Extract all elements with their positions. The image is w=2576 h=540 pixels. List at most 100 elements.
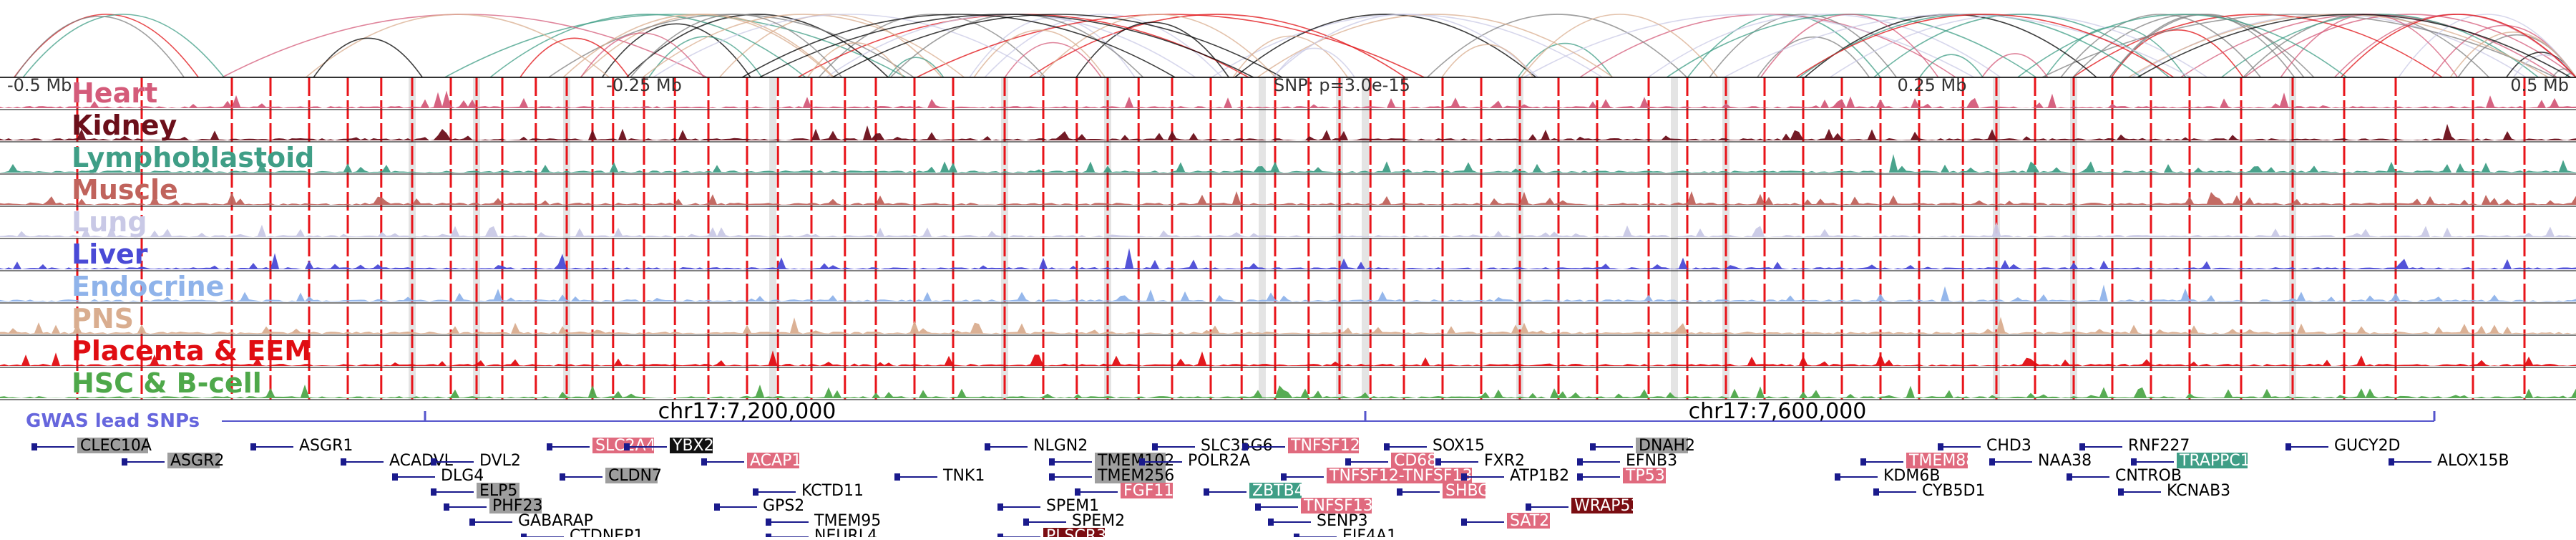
loop-arc	[562, 14, 834, 78]
gene-exon	[1139, 458, 1145, 466]
loop-arc	[648, 36, 763, 78]
track-label: Muscle	[72, 174, 178, 206]
loop-arc	[489, 14, 806, 78]
loop-arc	[2041, 14, 2556, 78]
track-label: Kidney	[72, 110, 177, 141]
loop-arc	[1038, 14, 1277, 78]
gene-highlight	[2177, 453, 2248, 468]
gene-highlight	[592, 438, 654, 453]
gene-highlight	[1095, 453, 1166, 468]
gene-label: CLEC10A	[80, 437, 152, 455]
gene-exon	[1989, 458, 1995, 466]
gene-label: CHD3	[1986, 437, 2031, 455]
loop-arc	[580, 32, 705, 78]
gene-label: EIF4A1	[1342, 527, 1397, 537]
track-label: Endocrine	[72, 271, 224, 302]
gene-exon	[701, 458, 707, 466]
loop-arc	[2109, 14, 2296, 78]
loop-arc	[1234, 14, 1537, 78]
loop-arc	[2244, 14, 2576, 78]
gene-label: TNK1	[942, 467, 985, 485]
track-label: Lymphoblastoid	[72, 142, 314, 173]
gene-label: NAA38	[2038, 452, 2092, 470]
gene-exon	[1242, 443, 1248, 450]
loop-arc	[601, 23, 751, 78]
gene-highlight	[1906, 453, 1968, 468]
gene-exon	[1049, 458, 1055, 466]
gene-highlight	[1327, 468, 1472, 483]
axis-tick-label: -0.25 Mb	[606, 75, 682, 95]
loop-arc	[2128, 14, 2549, 78]
gene-label: ATP1B2	[1510, 467, 1569, 485]
gene-label: KCNAB3	[2167, 482, 2230, 500]
gene-label: TMEM256	[1097, 467, 1174, 485]
loop-arc	[2137, 14, 2571, 78]
gene-exon	[753, 488, 758, 496]
gene-highlight	[1121, 483, 1173, 498]
loop-arc	[1257, 14, 1614, 78]
loop-arc	[2111, 29, 2244, 78]
gene-highlight	[605, 468, 658, 483]
gene-label: SOX15	[1433, 437, 1485, 455]
gene-exon	[714, 503, 720, 511]
loop-arc	[1004, 42, 1102, 78]
gwas-coordinate: chr17:7,600,000	[1689, 399, 1867, 424]
loop-arc	[1647, 14, 2001, 78]
loop-arc	[818, 14, 1046, 78]
loop-arc	[653, 14, 1045, 78]
gene-label: CTDNEP1	[570, 527, 643, 537]
gene-label: GABARAP	[518, 512, 593, 530]
loop-arc	[1724, 14, 2192, 78]
loop-arc	[313, 37, 423, 78]
gene-exon	[560, 473, 565, 481]
gene-exon	[122, 458, 127, 466]
loop-arc	[1919, 54, 1984, 78]
gene-label: ZBTB4	[1252, 482, 1304, 500]
gene-label: SHBG	[1445, 482, 1490, 500]
track-label: Lung	[72, 206, 147, 238]
gene-exon	[1590, 443, 1596, 450]
loop-arc	[1829, 14, 2208, 78]
loop-arc	[22, 14, 225, 78]
gene-label: SPEM2	[1072, 512, 1125, 530]
gene-exon	[2079, 443, 2085, 450]
gene-exon	[1268, 519, 1274, 526]
loop-arc	[2060, 14, 2261, 78]
loop-arc	[2340, 14, 2576, 78]
gene-label: ASGR2	[170, 452, 224, 470]
gene-exon	[1384, 443, 1390, 450]
gene-highlight	[477, 483, 519, 498]
gene-exon	[766, 519, 771, 526]
gene-label: WRAP53	[1574, 497, 1640, 515]
gene-label: TNFSF13	[1303, 497, 1373, 515]
gene-exon	[1294, 534, 1299, 540]
track-label: Heart	[72, 77, 157, 109]
axis-tick-label: -0.5 Mb	[7, 75, 72, 95]
gene-label: SPEM1	[1046, 497, 1099, 515]
loop-arc	[1441, 44, 1534, 78]
loop-arc	[969, 17, 1136, 78]
gene-exon	[2285, 443, 2291, 450]
gene-exon	[997, 534, 1003, 540]
loop-arc	[305, 14, 610, 78]
gene-exon	[431, 458, 436, 466]
gene-exon	[1049, 473, 1055, 481]
loop-arc	[1709, 14, 1897, 78]
gene-exon	[1075, 488, 1080, 496]
gene-highlight	[1288, 438, 1359, 453]
snp-label: SNP: p=3.0e-15	[1274, 75, 1410, 95]
coordinate-axis: -0.5 Mb -0.25 Mb 0.25 Mb 0.5 Mb SNP: p=3.0e-…	[0, 75, 2576, 95]
track-signal	[0, 350, 2576, 366]
loop-arc	[1521, 14, 1719, 78]
loop-arc	[2512, 54, 2576, 78]
gene-label: FXR2	[1484, 452, 1525, 470]
gene-label: DLG4	[441, 467, 484, 485]
gene-label: TMEM88	[1908, 452, 1976, 470]
track-label: HSC & B-cell	[72, 367, 262, 399]
gene-exon	[1435, 458, 1441, 466]
gene-label: TNFSF12-TNFSF13	[1329, 467, 1472, 485]
loop-arc	[889, 14, 1144, 78]
gene-exon	[1577, 458, 1583, 466]
axis-tick-label: 0.5 Mb	[2510, 75, 2569, 95]
